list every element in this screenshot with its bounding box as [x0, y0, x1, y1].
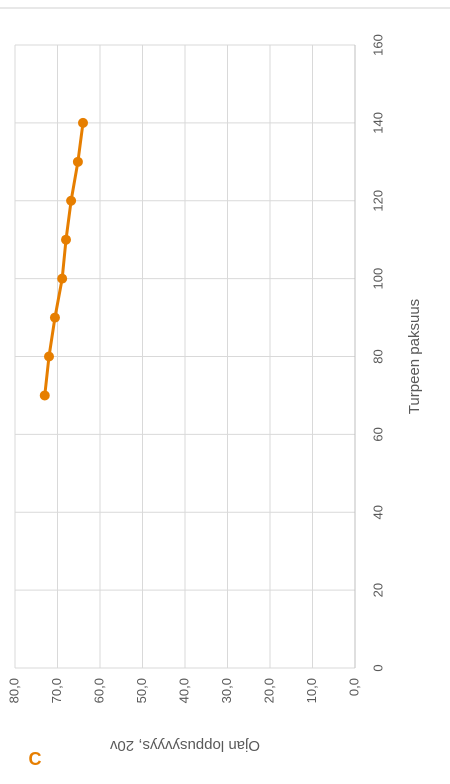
x-tick-label: 120 — [370, 190, 385, 212]
data-point — [78, 117, 88, 128]
series-line — [43, 122, 85, 396]
y-tick-label: 0,0 — [346, 678, 361, 696]
data-point — [39, 390, 50, 401]
data-point — [49, 312, 60, 323]
x-tick-label: 60 — [370, 427, 385, 441]
data-point — [57, 273, 68, 284]
data-point — [44, 351, 54, 362]
x-tick-label: 0 — [370, 664, 385, 671]
rotated-chart: 0,0 10,0 20,0 30,0 40,0 50,0 60,0 70,0 80,0 0 20 40… — [6, 34, 423, 769]
y-tick-label: 50,0 — [134, 678, 149, 703]
y-tick-label: 70,0 — [49, 678, 64, 703]
y-tick-label: 30,0 — [219, 678, 234, 703]
data-point — [61, 234, 71, 245]
data-point — [66, 195, 77, 206]
y-tick-label: 80,0 — [6, 678, 21, 703]
y-tick-label: 10,0 — [304, 678, 319, 703]
data-point — [72, 156, 83, 167]
x-tick-label: 100 — [370, 268, 385, 290]
x-tick-label: 40 — [370, 505, 385, 519]
x-tick-label: 160 — [370, 34, 385, 56]
y-tick-label: 40,0 — [176, 678, 191, 703]
x-tick-label: 140 — [370, 112, 385, 134]
y-tick-label: 60,0 — [91, 678, 106, 703]
x-tick-label: 20 — [370, 583, 385, 597]
panel-label: C — [29, 749, 42, 769]
x-axis-title: Turpeen paksuus — [406, 299, 423, 414]
y-tick-label: 20,0 — [261, 678, 276, 703]
y-axis-title: Ojan loppusyvyys, 20v — [109, 737, 260, 754]
x-tick-label: 80 — [370, 349, 385, 363]
